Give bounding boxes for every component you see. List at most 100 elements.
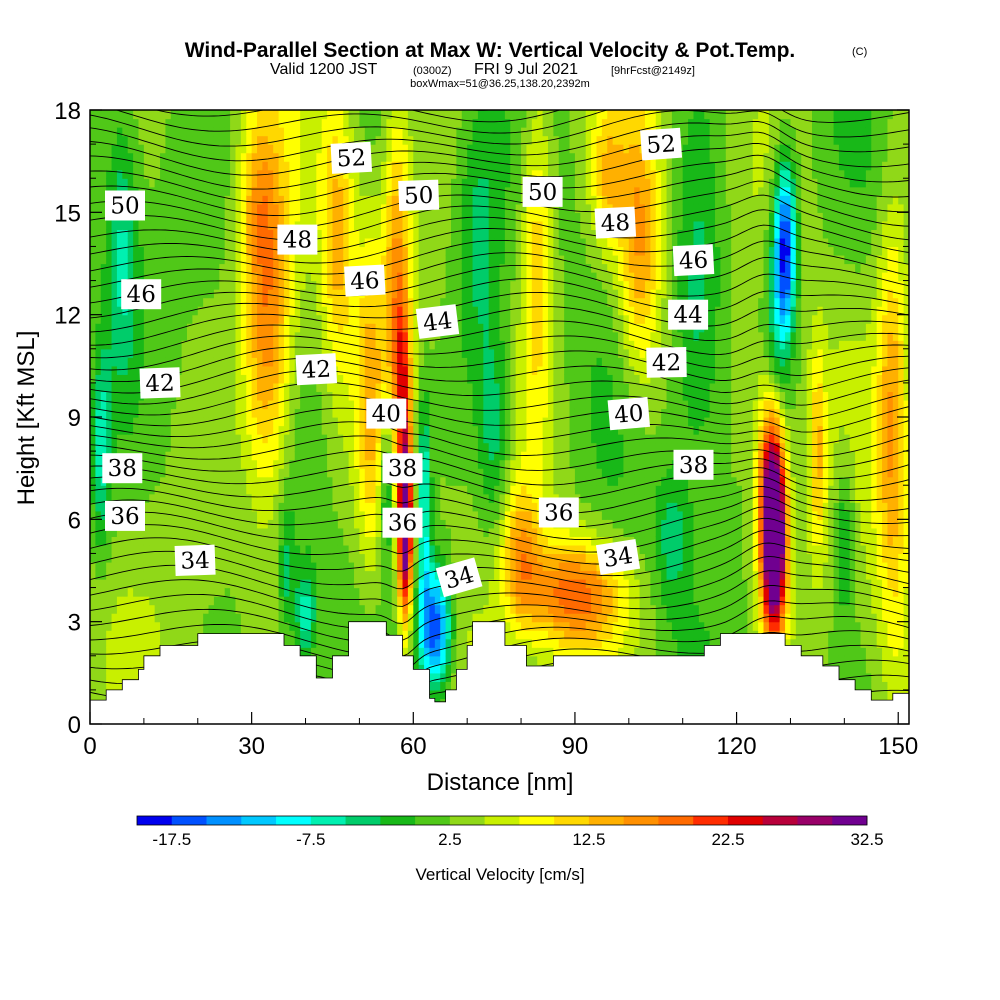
- velocity-cell: [370, 144, 377, 154]
- velocity-cell: [111, 237, 118, 248]
- velocity-cell: [327, 476, 334, 486]
- velocity-cell: [391, 323, 398, 333]
- velocity-cell: [332, 314, 339, 324]
- velocity-cell: [106, 672, 113, 682]
- velocity-cell: [310, 127, 317, 137]
- velocity-cell: [305, 391, 312, 401]
- velocity-cell: [203, 323, 210, 333]
- velocity-cell: [122, 220, 129, 230]
- velocity-cell: [230, 570, 237, 580]
- velocity-cell: [305, 459, 312, 469]
- velocity-cell: [106, 655, 113, 665]
- velocity-cell: [100, 621, 107, 631]
- velocity-cell: [440, 510, 447, 520]
- velocity-cell: [154, 604, 161, 614]
- velocity-cell: [429, 408, 436, 418]
- velocity-cell: [165, 297, 172, 307]
- velocity-cell: [106, 638, 113, 648]
- velocity-cell: [95, 630, 102, 640]
- velocity-cell: [116, 340, 123, 350]
- velocity-cell: [391, 289, 398, 299]
- velocity-cell: [343, 399, 350, 410]
- velocity-cell: [203, 144, 210, 154]
- velocity-cell: [213, 587, 220, 597]
- velocity-cell: [407, 374, 414, 384]
- velocity-cell: [143, 357, 150, 367]
- velocity-cell: [219, 340, 226, 350]
- velocity-cell: [343, 382, 350, 393]
- velocity-cell: [321, 382, 328, 393]
- velocity-cell: [305, 135, 312, 145]
- velocity-cell: [273, 220, 280, 230]
- velocity-cell: [278, 297, 285, 307]
- velocity-cell: [262, 254, 269, 265]
- velocity-cell: [283, 110, 290, 120]
- velocity-cell: [100, 314, 107, 324]
- velocity-cell: [429, 638, 436, 648]
- velocity-cell: [278, 391, 285, 401]
- velocity-cell: [310, 553, 317, 563]
- velocity-cell: [267, 553, 274, 563]
- velocity-cell: [305, 186, 312, 196]
- velocity-cell: [160, 118, 167, 128]
- velocity-cell: [397, 169, 404, 179]
- velocity-cell: [316, 178, 323, 188]
- velocity-cell: [186, 434, 193, 444]
- velocity-cell: [273, 323, 280, 333]
- velocity-cell: [332, 246, 339, 256]
- velocity-cell: [116, 391, 123, 401]
- velocity-cell: [230, 365, 237, 375]
- velocity-cell: [337, 485, 344, 495]
- velocity-cell: [370, 561, 377, 572]
- velocity-cell: [230, 263, 237, 273]
- velocity-cell: [316, 519, 323, 529]
- velocity-cell: [407, 127, 414, 137]
- velocity-cell: [257, 417, 264, 427]
- velocity-cell: [122, 630, 129, 640]
- velocity-cell: [208, 110, 215, 120]
- velocity-cell: [170, 323, 177, 333]
- velocity-cell: [235, 220, 242, 230]
- velocity-cell: [289, 476, 296, 486]
- velocity-cell: [197, 613, 204, 623]
- velocity-cell: [143, 544, 150, 555]
- velocity-cell: [391, 570, 398, 580]
- velocity-cell: [235, 408, 242, 418]
- velocity-cell: [294, 630, 301, 640]
- velocity-cell: [240, 451, 247, 461]
- velocity-cell: [197, 144, 204, 154]
- velocity-cell: [122, 604, 129, 614]
- velocity-cell: [197, 536, 204, 546]
- velocity-cell: [224, 561, 231, 572]
- velocity-cell: [321, 169, 328, 179]
- velocity-cell: [413, 254, 420, 265]
- velocity-cell: [219, 161, 226, 171]
- velocity-cell: [133, 152, 140, 162]
- velocity-cell: [456, 203, 463, 213]
- velocity-cell: [197, 596, 204, 606]
- velocity-cell: [186, 382, 193, 393]
- velocity-cell: [251, 289, 258, 299]
- velocity-cell: [240, 382, 247, 393]
- velocity-cell: [451, 468, 457, 478]
- velocity-cell: [278, 621, 285, 631]
- velocity-cell: [418, 502, 425, 512]
- velocity-cell: [434, 681, 441, 691]
- velocity-cell: [354, 425, 361, 435]
- velocity-cell: [424, 425, 431, 435]
- velocity-cell: [106, 118, 113, 128]
- velocity-cell: [429, 297, 436, 307]
- velocity-cell: [262, 382, 269, 393]
- velocity-cell: [305, 596, 312, 606]
- velocity-cell: [127, 570, 134, 580]
- velocity-cell: [370, 613, 377, 623]
- velocity-cell: [257, 340, 264, 350]
- velocity-cell: [375, 579, 382, 589]
- velocity-cell: [257, 331, 264, 341]
- velocity-cell: [186, 186, 193, 196]
- velocity-cell: [246, 195, 253, 205]
- velocity-cell: [224, 118, 231, 128]
- velocity-cell: [95, 169, 102, 179]
- velocity-cell: [375, 493, 382, 503]
- velocity-cell: [90, 544, 96, 555]
